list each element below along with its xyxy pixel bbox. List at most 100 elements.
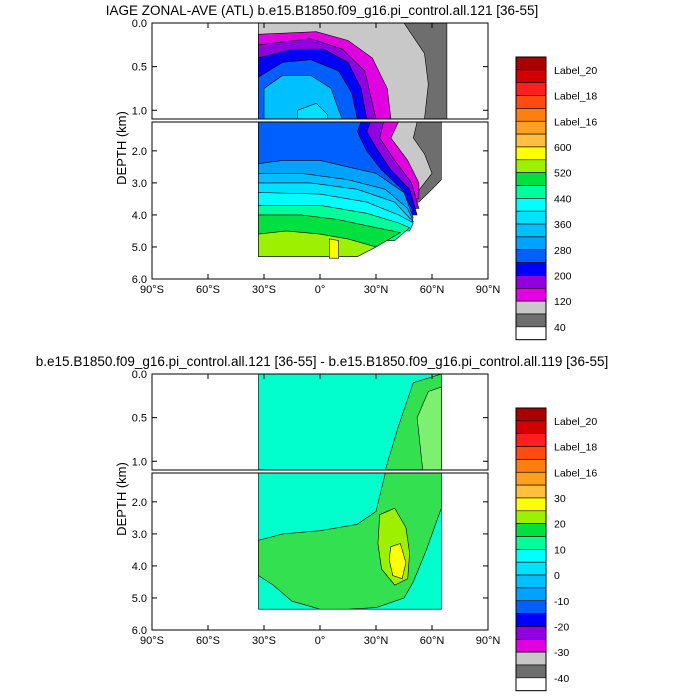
colorbar-swatch (515, 638, 547, 653)
colorbar-swatch (515, 185, 547, 199)
colorbar-label: 600 (554, 142, 572, 154)
colorbar-label: Label_16 (554, 116, 597, 128)
colorbar-label: 0 (554, 570, 560, 582)
colorbar-label: 30 (554, 493, 566, 505)
colorbar-swatch (515, 146, 547, 161)
x-tick-label: 30°S (252, 284, 276, 296)
y-tick-label: 3.0 (132, 529, 147, 541)
colorbar-swatch (515, 664, 547, 679)
x-tick-label: 90°N (476, 635, 501, 647)
x-tick-label: 60°S (196, 635, 220, 647)
contour-band (258, 230, 377, 257)
chart-title: IAGE ZONAL-AVE (ATL) b.e15.B1850.f09_g16… (106, 3, 539, 18)
colorbar-swatch (515, 275, 547, 289)
colorbar-swatch (515, 159, 547, 173)
field-layer-up (258, 374, 442, 470)
colorbar-swatch (515, 587, 547, 602)
colorbar-swatch (515, 223, 547, 238)
y-tick-label: 6.0 (132, 274, 147, 286)
y-tick-label: 4.0 (132, 561, 147, 573)
y-tick-label: 0.0 (132, 18, 147, 30)
colorbar-label: 360 (554, 219, 572, 231)
x-tick-label: 0° (315, 635, 326, 647)
colorbar-swatch (515, 56, 547, 71)
colorbar-swatch (515, 459, 547, 473)
colorbar-swatch (515, 536, 547, 550)
colorbar-swatch (515, 433, 547, 447)
colorbar-swatch (515, 300, 547, 315)
colorbar-swatch (515, 574, 547, 589)
contour-band (328, 238, 340, 259)
y-tick-label: 4.0 (132, 210, 147, 222)
x-tick-label: 60°S (196, 284, 220, 296)
colorbar-label: 520 (554, 168, 572, 180)
colorbar-swatch (515, 120, 547, 135)
colorbar-label: 280 (554, 245, 572, 257)
colorbar-swatch (515, 523, 547, 537)
colorbar-swatch (515, 600, 547, 614)
y-tick-label: 0.5 (132, 413, 147, 425)
x-tick-label: 60°N (420, 635, 445, 647)
colorbar-swatch (515, 497, 547, 512)
colorbar-label: Label_16 (554, 467, 597, 479)
colorbar-swatch (515, 561, 547, 576)
colorbar-label: Label_18 (554, 442, 597, 454)
colorbar-swatch (515, 198, 547, 212)
colorbar-label: Label_20 (554, 416, 597, 428)
colorbar-swatch (515, 613, 547, 627)
chart-title: b.e15.B1850.f09_g16.pi_control.all.121 [… (36, 354, 608, 369)
colorbar-swatch (515, 262, 547, 276)
colorbar-swatch (515, 108, 547, 122)
colorbar-label: -10 (554, 596, 569, 608)
panel-top: IAGE ZONAL-AVE (ATL) b.e15.B1850.f09_g16… (106, 3, 597, 341)
colorbar-swatch (515, 484, 547, 499)
field-layer-up (258, 23, 448, 119)
y-tick-label: 1.0 (132, 105, 147, 117)
colorbar-label: 200 (554, 270, 572, 282)
y-tick-label: 3.0 (132, 178, 147, 190)
colorbar-swatch (515, 210, 547, 225)
y-tick-label: 6.0 (132, 625, 147, 637)
x-tick-label: 0° (315, 284, 326, 296)
field-layer-lo (258, 473, 442, 610)
colorbar-label: 120 (554, 296, 572, 308)
colorbar-label: -40 (554, 673, 569, 685)
panel-bottom: b.e15.B1850.f09_g16.pi_control.all.121 [… (36, 354, 608, 692)
colorbar-swatch (515, 69, 547, 83)
colorbar-frame (515, 56, 547, 341)
colorbar-swatch (515, 287, 547, 302)
field-layer-lo (258, 122, 442, 259)
colorbar-swatch (515, 677, 547, 691)
colorbar-swatch (515, 313, 547, 328)
colorbar-frame (515, 407, 547, 692)
colorbar-swatch (515, 626, 547, 640)
colorbar-swatch (515, 651, 547, 666)
x-tick-label: 90°S (140, 635, 164, 647)
colorbar-label: -20 (554, 621, 569, 633)
y-axis-label: DEPTH (km) (114, 462, 129, 536)
contour-band (416, 386, 442, 470)
colorbar-label: Label_18 (554, 91, 597, 103)
colorbar-swatch (515, 95, 547, 109)
contour-band (297, 102, 328, 119)
y-tick-label: 0.0 (132, 369, 147, 381)
x-tick-label: 30°N (364, 635, 389, 647)
colorbar-swatch (515, 133, 547, 148)
colorbar-swatch (515, 420, 547, 435)
colorbar-label: 440 (554, 193, 572, 205)
x-tick-label: 30°N (364, 284, 389, 296)
colorbar-swatch (515, 326, 547, 341)
colorbar-swatch (515, 236, 547, 251)
y-tick-label: 2.0 (132, 146, 147, 158)
colorbar-swatch (515, 510, 547, 524)
y-tick-label: 5.0 (132, 593, 147, 605)
x-tick-label: 30°S (252, 635, 276, 647)
colorbar-swatch (515, 549, 547, 563)
y-tick-label: 5.0 (132, 242, 147, 254)
x-tick-label: 60°N (420, 284, 445, 296)
y-tick-label: 1.0 (132, 456, 147, 468)
colorbar-swatch (515, 172, 547, 186)
x-tick-label: 90°S (140, 284, 164, 296)
colorbar-swatch (515, 407, 547, 422)
